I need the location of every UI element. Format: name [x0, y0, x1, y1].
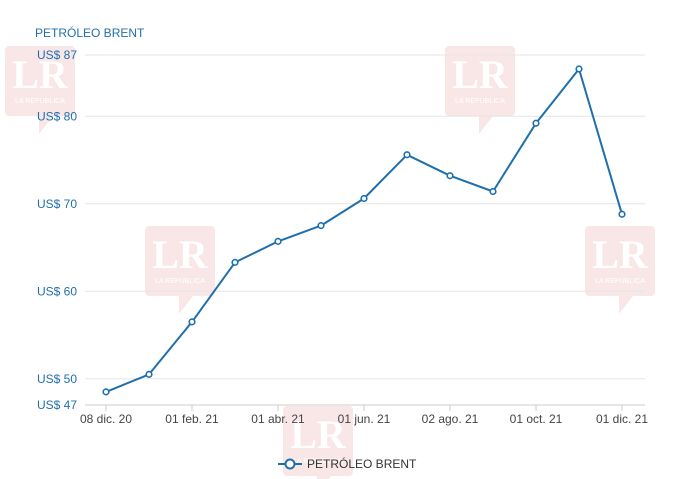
x-tick-label: 01 oct. 21	[510, 412, 563, 426]
chart-title: PETRÓLEO BRENT	[35, 25, 145, 40]
svg-text:LA REPÚBLICA: LA REPÚBLICA	[595, 276, 645, 285]
x-tick-label: 01 jun. 21	[338, 412, 391, 426]
y-tick-label: US$ 70	[37, 197, 77, 211]
data-point[interactable]	[489, 187, 497, 196]
x-tick-label: 08 dic. 20	[80, 412, 132, 426]
legend-marker-icon	[284, 458, 296, 470]
y-tick-label: US$ 47	[37, 398, 77, 412]
y-tick-label: US$ 80	[37, 109, 77, 123]
x-tick-label: 02 ago. 21	[422, 412, 479, 426]
svg-text:LR: LR	[452, 52, 509, 97]
y-tick-label: US$ 87	[37, 48, 77, 62]
svg-text:LA REPÚBLICA: LA REPÚBLICA	[15, 96, 65, 105]
y-axis: US$ 47 US$ 50 US$ 60 US$ 70 US$ 80 US$ 87	[37, 48, 77, 412]
x-axis: 08 dic. 20 01 feb. 21 01 abr. 21 01 jun. 21…	[80, 404, 648, 426]
y-tick-label: US$ 50	[37, 372, 77, 386]
data-point[interactable]	[575, 65, 583, 73]
svg-text:LR: LR	[290, 412, 347, 457]
data-point[interactable]	[446, 172, 454, 180]
svg-text:LA REPÚBLICA: LA REPÚBLICA	[293, 456, 343, 465]
data-point[interactable]	[317, 222, 325, 230]
data-point[interactable]	[403, 151, 411, 159]
y-tick-label: US$ 60	[37, 284, 77, 298]
data-point[interactable]	[618, 210, 626, 218]
data-point[interactable]	[231, 258, 239, 266]
data-point[interactable]	[188, 318, 196, 326]
svg-text:LR: LR	[592, 232, 649, 277]
legend-label: PETRÓLEO BRENT	[307, 456, 417, 471]
svg-text:LA REPÚBLICA: LA REPÚBLICA	[155, 276, 205, 285]
legend[interactable]: PETRÓLEO BRENT	[278, 456, 417, 471]
data-point[interactable]	[102, 388, 110, 396]
svg-text:LR: LR	[12, 52, 69, 97]
data-point[interactable]	[360, 194, 368, 203]
series-layer	[102, 65, 626, 396]
data-point[interactable]	[274, 237, 282, 245]
x-tick-label: 01 dic. 21	[596, 412, 648, 426]
svg-text:LR: LR	[152, 232, 209, 277]
x-tick-label: 01 feb. 21	[165, 412, 219, 426]
x-tick-label: 01 abr. 21	[251, 412, 305, 426]
data-point[interactable]	[145, 370, 153, 378]
svg-text:LA REPÚBLICA: LA REPÚBLICA	[455, 96, 505, 105]
gridlines	[85, 54, 645, 380]
data-point[interactable]	[532, 119, 540, 127]
